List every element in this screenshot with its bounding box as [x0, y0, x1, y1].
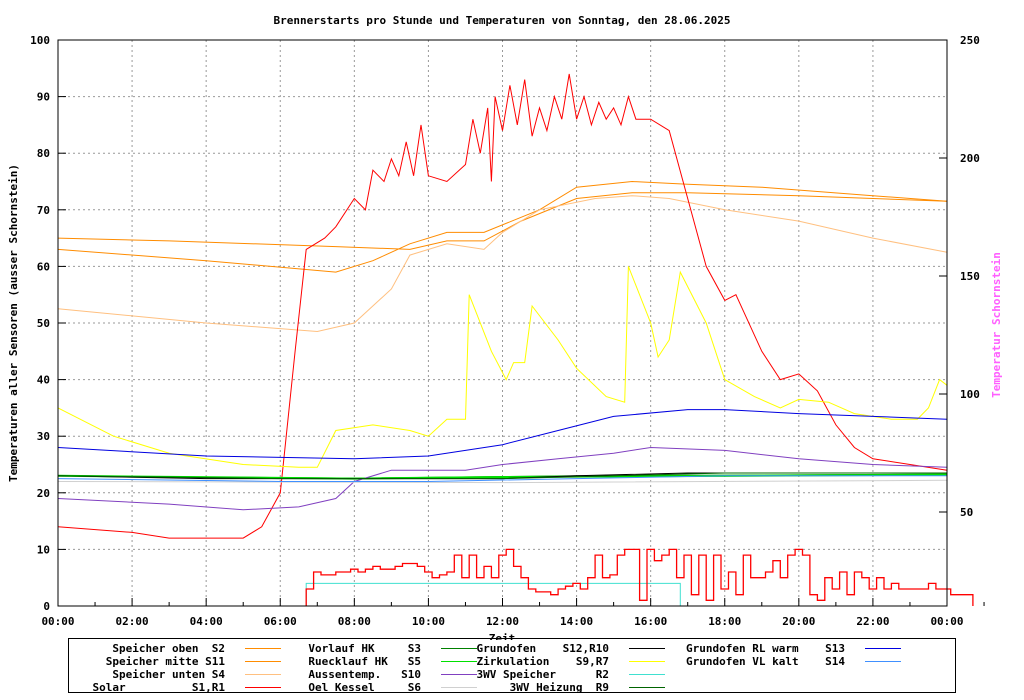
legend-label: Speicher oben S2	[112, 642, 225, 655]
series-line-s9-r7	[57, 266, 948, 468]
y-tick-label: 10	[37, 543, 50, 556]
y2-tick-label: 250	[960, 34, 980, 47]
legend-item: Zirkulation S9,R7	[477, 655, 669, 668]
y2-tick-label: 200	[960, 152, 980, 165]
legend-item: Aussentemp. S10	[285, 668, 481, 681]
burner-starts-step-line	[305, 548, 974, 606]
series-line-r9	[57, 472, 947, 480]
series-line-s4	[57, 195, 948, 333]
x-tick-label: 00:00	[930, 615, 963, 628]
legend-swatch	[865, 648, 901, 649]
legend-swatch	[245, 661, 281, 662]
legend-label: Oel Kessel S6	[308, 681, 421, 694]
legend: Speicher oben S2 Speicher mitte S11 Speich…	[68, 638, 956, 694]
legend-item: Grundofen VL kalt S14	[669, 655, 905, 668]
y2-tick-label: 50	[960, 506, 973, 519]
legend-item: Speicher unten S4	[69, 668, 285, 681]
y2-tick-label: 100	[960, 388, 980, 401]
legend-item: Grundofen RL warm S13	[669, 642, 905, 655]
legend-item: Vorlauf HK S3	[285, 642, 481, 655]
y-tick-label: 60	[37, 260, 50, 273]
y-tick-label: 40	[37, 374, 50, 387]
legend-swatch	[441, 648, 477, 649]
legend-swatch	[441, 687, 477, 688]
legend-item: Speicher oben S2	[69, 642, 285, 655]
legend-label: 3WV Heizung R9	[509, 681, 609, 694]
x-tick-label: 18:00	[708, 615, 741, 628]
x-tick-label: 08:00	[338, 615, 371, 628]
y2-tick-label: 150	[960, 270, 980, 283]
series-line-s2	[57, 192, 948, 250]
y-tick-label: 70	[37, 204, 50, 217]
legend-swatch	[245, 674, 281, 675]
legend-item: Speicher mitte S11	[69, 655, 285, 668]
y-tick-label: 100	[30, 34, 50, 47]
y-tick-label: 50	[37, 317, 50, 330]
x-tick-label: 12:00	[486, 615, 519, 628]
x-tick-label: 22:00	[856, 615, 889, 628]
legend-label: Vorlauf HK S3	[308, 642, 421, 655]
legend-label: Grundofen VL kalt S14	[686, 655, 845, 668]
series-line-s1-r1	[57, 73, 948, 539]
x-tick-label: 00:00	[41, 615, 74, 628]
y-axis-label: Temperaturen aller Sensoren (ausser Scho…	[7, 164, 20, 482]
series-line-s13	[57, 409, 948, 460]
x-tick-label: 14:00	[560, 615, 593, 628]
legend-swatch	[629, 661, 665, 662]
y2-axis-label: Temperatur Schornstein	[990, 252, 1003, 398]
legend-item: 3WV Speicher R2	[477, 668, 669, 681]
x-tick-label: 16:00	[634, 615, 667, 628]
series-line-s14	[57, 475, 947, 482]
legend-item: Ruecklauf HK S5	[285, 655, 481, 668]
legend-item: Grundofen S12,R10	[477, 642, 669, 655]
legend-swatch	[441, 674, 477, 675]
y-tick-label: 90	[37, 91, 50, 104]
legend-label: Speicher unten S4	[112, 668, 225, 681]
legend-item: Solar S1,R1	[69, 681, 285, 694]
plot-frame	[57, 39, 948, 607]
series-line-s6	[57, 479, 948, 484]
x-tick-label: 20:00	[782, 615, 815, 628]
legend-label: Solar S1,R1	[92, 681, 225, 694]
legend-item: 3WV Heizung R9	[481, 681, 669, 694]
legend-label: Grundofen S12,R10	[476, 642, 609, 655]
legend-label: 3WV Speicher R2	[476, 668, 609, 681]
chart: Brennerstarts pro Stunde und Temperature…	[7, 14, 1003, 645]
legend-swatch	[865, 661, 901, 662]
legend-swatch	[245, 687, 281, 688]
legend-label: Grundofen RL warm S13	[686, 642, 845, 655]
legend-swatch	[629, 687, 665, 688]
x-tick-label: 02:00	[116, 615, 149, 628]
legend-swatch	[629, 674, 665, 675]
x-tick-label: 04:00	[190, 615, 223, 628]
chart-title: Brennerstarts pro Stunde und Temperature…	[274, 14, 731, 27]
legend-label: Aussentemp. S10	[308, 668, 421, 681]
legend-swatch	[441, 661, 477, 662]
legend-label: Zirkulation S9,R7	[476, 655, 609, 668]
y-tick-label: 0	[43, 600, 50, 613]
legend-label: Speicher mitte S11	[105, 655, 225, 668]
y-tick-label: 20	[37, 487, 50, 500]
legend-swatch	[629, 648, 665, 649]
legend-label: Ruecklauf HK S5	[308, 655, 421, 668]
x-tick-label: 10:00	[412, 615, 445, 628]
series-line-s10	[57, 446, 948, 511]
y-tick-label: 30	[37, 430, 50, 443]
y-tick-label: 80	[37, 147, 50, 160]
series-line-s11	[57, 180, 948, 273]
legend-swatch	[245, 648, 281, 649]
legend-item: Oel Kessel S6	[285, 681, 481, 694]
x-tick-label: 06:00	[264, 615, 297, 628]
